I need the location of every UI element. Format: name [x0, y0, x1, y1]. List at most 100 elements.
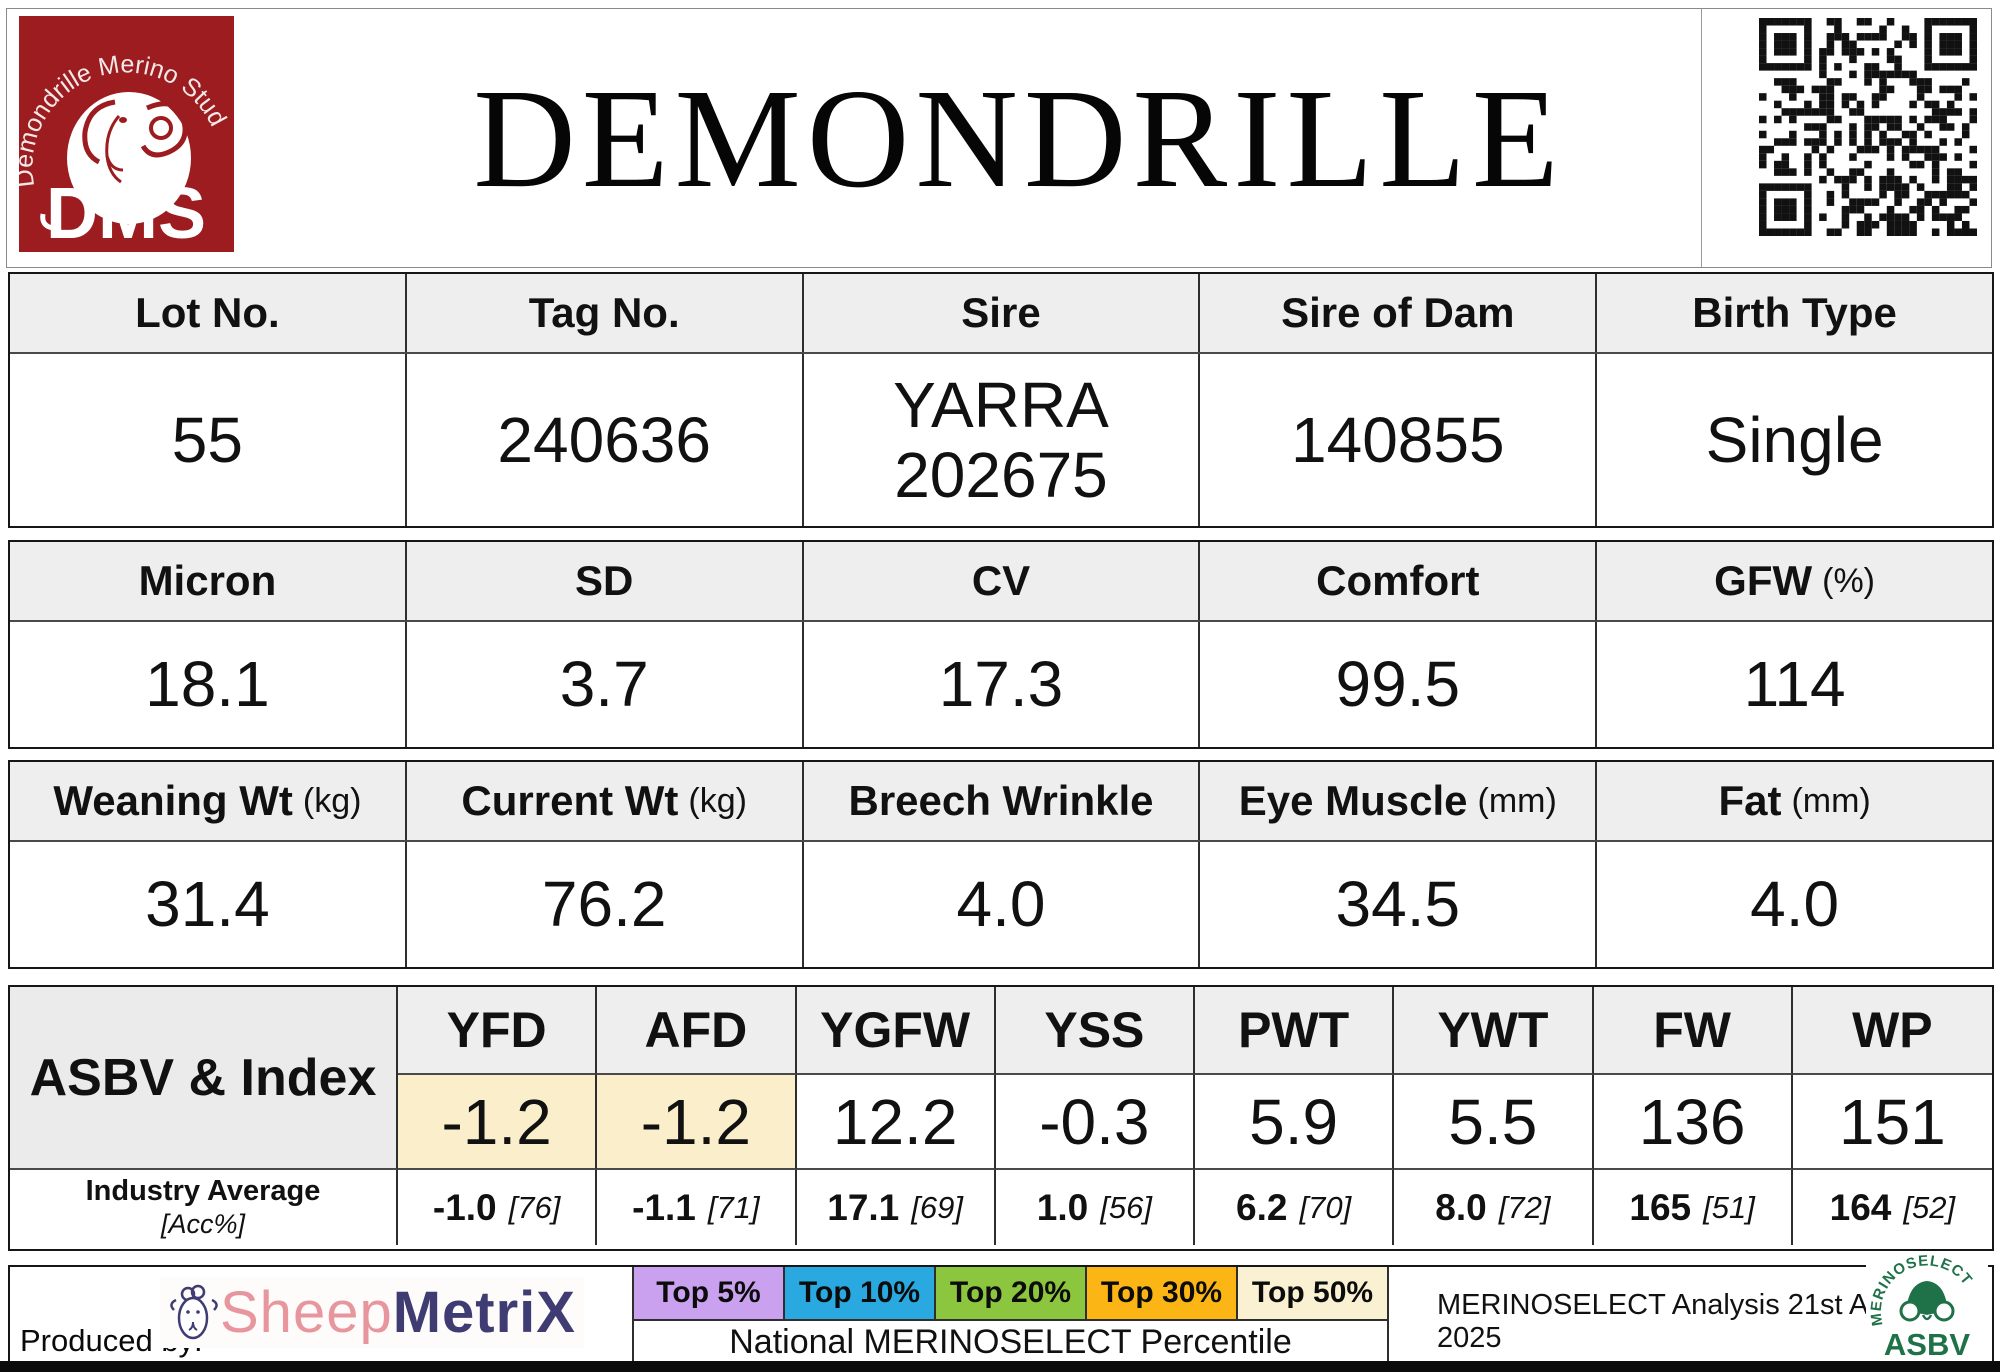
body-header-row: Weaning Wt (kg) Current Wt (kg) Breech Wri…	[10, 762, 1992, 842]
bottom-rule	[0, 1361, 2000, 1372]
weaning-wt-cell: 31.4	[10, 842, 407, 967]
footer-analysis-section: MERINOSELECT Analysis 21st August 2025 M…	[1389, 1252, 1992, 1363]
fat-value: 4.0	[1750, 868, 1840, 941]
trait-header-pwt: PWT	[1195, 987, 1395, 1075]
sire-of-dam: 140855	[1291, 403, 1505, 476]
sheepmetrix-logo: Sheep MetriX	[160, 1277, 584, 1348]
col-header-label: Current Wt	[461, 777, 679, 824]
industry-yss: 1.0 [56]	[996, 1170, 1195, 1245]
percentile-band-top10: Top 10%	[785, 1267, 936, 1319]
col-header-label: SD	[575, 557, 634, 604]
col-header-tag: Tag No.	[407, 274, 804, 352]
asbv-row-label: ASBV & Index	[10, 987, 398, 1170]
wool-header-row: Micron SD CV Comfort GFW (%)	[10, 542, 1992, 622]
sire-of-dam-cell: 140855	[1200, 354, 1598, 526]
weaning-wt-value: 31.4	[145, 868, 270, 941]
col-header-birth-type: Birth Type	[1597, 274, 1992, 352]
percentile-legend: Top 5% Top 10% Top 20% Top 30% Top 50%	[634, 1267, 1387, 1321]
industry-average-title: Industry Average	[85, 1175, 321, 1208]
col-header-label: Sire of Dam	[1281, 289, 1515, 336]
col-header-fat: Fat (mm)	[1597, 762, 1992, 840]
tag-number: 240636	[497, 403, 711, 476]
identity-header-row: Lot No. Tag No. Sire Sire of Dam Birth T…	[10, 274, 1992, 354]
sheep-head-icon	[67, 92, 191, 224]
col-header-label: Eye Muscle	[1238, 777, 1468, 824]
trait-header-ygfw: YGFW	[796, 987, 996, 1075]
trait-header-afd: AFD	[597, 987, 797, 1075]
comfort-value: 99.5	[1335, 648, 1461, 721]
industry-value: 164	[1829, 1186, 1892, 1228]
trait-header-ywt: YWT	[1394, 987, 1594, 1075]
wool-table: Micron SD CV Comfort GFW (%) 18.1 3.7 17.…	[8, 540, 1994, 749]
asbv-value-pwt: 5.9	[1195, 1075, 1395, 1170]
percentile-caption: National MERINOSELECT Percentile	[729, 1322, 1292, 1361]
industry-ywt: 8.0 [72]	[1394, 1170, 1594, 1245]
micron-cell: 18.1	[10, 622, 407, 747]
col-header-sd: SD	[407, 542, 804, 620]
gfw-value: 114	[1743, 648, 1846, 721]
col-header-label: Birth Type	[1692, 289, 1897, 336]
page-title: DEMONDRILLE	[473, 59, 1565, 217]
lot-number-cell: 55	[10, 354, 407, 526]
asbv-value-ywt: 5.5	[1394, 1075, 1594, 1170]
col-header-breech-wrinkle: Breech Wrinkle	[804, 762, 1201, 840]
col-header-unit: (mm)	[1791, 781, 1871, 820]
wool-value-row: 18.1 3.7 17.3 99.5 114	[10, 622, 1992, 747]
sheepmetrix-sheep-icon	[170, 1284, 218, 1339]
asbv-value-yfd: -1.2	[398, 1075, 598, 1170]
col-header-label: Lot No.	[135, 289, 280, 336]
stud-logo-icon: Demondrille Merino Stud DMS	[10, 16, 234, 254]
current-wt-cell: 76.2	[407, 842, 804, 967]
birth-type: Single	[1705, 403, 1884, 476]
eye-muscle-value: 34.5	[1335, 868, 1461, 941]
sire-cell: YARRA 202675	[804, 354, 1201, 526]
industry-value: 165	[1629, 1186, 1692, 1228]
industry-value: 17.1	[827, 1186, 900, 1228]
sheepmetrix-suffix: MetriX	[392, 1280, 576, 1345]
merinoselect-asbv-text: ASBV	[1884, 1327, 1970, 1361]
industry-value: -1.1	[632, 1186, 696, 1228]
industry-value: 6.2	[1236, 1186, 1288, 1228]
accuracy-value: [69]	[911, 1189, 963, 1225]
col-header-label: Fat	[1718, 777, 1782, 824]
body-table: Weaning Wt (kg) Current Wt (kg) Breech Wri…	[8, 760, 1994, 969]
analysis-date-note: MERINOSELECT Analysis 21st August 2025	[1437, 1289, 1940, 1354]
col-header-label: Weaning Wt	[53, 777, 293, 824]
accuracy-value: [52]	[1903, 1189, 1956, 1225]
col-header-label: Breech Wrinkle	[848, 777, 1154, 824]
tag-number-cell: 240636	[407, 354, 804, 526]
cv-value: 17.3	[938, 648, 1064, 721]
industry-average-label: Industry Average [Acc%]	[10, 1170, 398, 1245]
trait-header-yss: YSS	[995, 987, 1195, 1075]
gfw-cell: 114	[1597, 622, 1992, 747]
percentile-band-top20: Top 20%	[936, 1267, 1087, 1319]
col-header-lot: Lot No.	[10, 274, 407, 352]
comfort-cell: 99.5	[1200, 622, 1598, 747]
col-header-unit: (kg)	[688, 781, 747, 820]
col-header-unit: (kg)	[302, 781, 362, 820]
industry-pwt: 6.2 [70]	[1195, 1170, 1395, 1245]
breech-wrinkle-cell: 4.0	[804, 842, 1201, 967]
trait-header-wp: WP	[1792, 987, 1992, 1075]
footer-produced-by-section: Produced by: Sheep MetriX	[10, 1267, 634, 1363]
sheepmetrix-prefix: Sheep	[220, 1280, 393, 1345]
col-header-label: CV	[971, 557, 1031, 604]
percentile-band-top30: Top 30%	[1087, 1267, 1238, 1319]
percentile-band-top5: Top 5%	[634, 1267, 785, 1319]
asbv-table: ASBV & Index YFD AFD YGFW YSS PWT YWT FW…	[8, 985, 1994, 1251]
eye-muscle-cell: 34.5	[1200, 842, 1598, 967]
col-header-sire-of-dam: Sire of Dam	[1200, 274, 1598, 352]
fat-cell: 4.0	[1597, 842, 1992, 967]
asbv-value-yss: -0.3	[995, 1075, 1195, 1170]
micron-value: 18.1	[145, 648, 270, 721]
industry-yfd: -1.0 [76]	[398, 1170, 598, 1245]
footer-percentile-section: Top 5% Top 10% Top 20% Top 30% Top 50% N…	[634, 1267, 1389, 1363]
industry-ygfw: 17.1 [69]	[797, 1170, 996, 1245]
col-header-label: GFW	[1714, 557, 1813, 604]
current-wt-value: 76.2	[541, 868, 667, 941]
accuracy-value: [56]	[1100, 1189, 1152, 1225]
trait-header-fw: FW	[1593, 987, 1793, 1075]
accuracy-value: [72]	[1498, 1189, 1551, 1225]
identity-table: Lot No. Tag No. Sire Sire of Dam Birth T…	[8, 272, 1994, 528]
